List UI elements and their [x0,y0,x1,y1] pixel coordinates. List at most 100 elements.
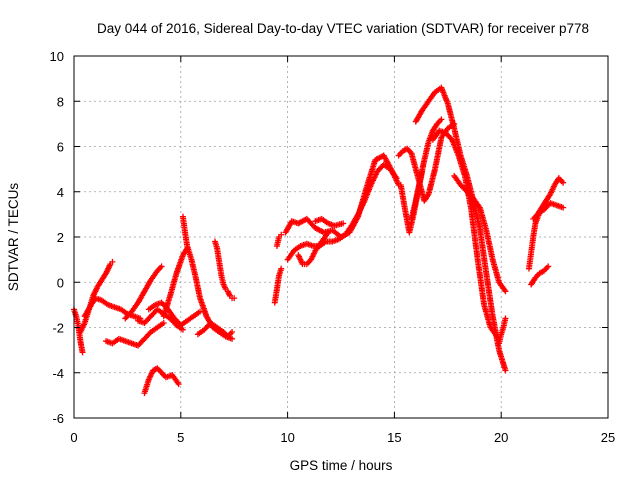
data-trace [435,117,443,126]
data-trace [214,247,222,264]
data-trace [167,271,180,298]
data-trace [388,167,399,180]
data-trace [422,192,431,203]
data-trace [155,366,164,375]
data-trace [296,253,305,266]
data-trace [529,276,538,287]
x-tick-label: 25 [601,430,615,445]
data-trace [538,268,546,276]
data-trace [458,183,469,194]
data-trace [272,287,280,304]
data-trace [149,269,160,282]
data-trace [443,131,454,142]
data-trace [531,212,540,221]
data-point [502,315,509,322]
data-trace [483,228,496,261]
data-trace [305,258,313,266]
data-trace [149,325,159,334]
data-trace [104,338,114,346]
data-point [560,179,567,186]
data-trace [166,307,177,320]
data-trace [147,303,157,312]
data-trace [164,372,174,380]
data-trace [401,146,409,154]
y-tick-label: -2 [52,321,64,336]
x-tick-label: 5 [177,430,184,445]
data-trace [555,202,565,210]
data-trace [103,262,113,275]
data-trace [88,296,98,307]
data-trace [432,136,445,171]
data-trace [305,217,318,230]
data-trace [488,326,499,338]
data-trace [430,129,442,142]
data-point [340,220,347,227]
data-trace [533,271,542,280]
data-trace [160,371,168,379]
data-trace [542,264,550,273]
data-trace [421,140,432,162]
data-trace [106,302,116,310]
data-trace [324,238,334,245]
data-trace [477,226,489,275]
data-point [229,329,236,336]
data-trace [123,338,134,346]
data-trace [468,208,481,261]
data-trace [437,128,448,136]
data-trace [477,206,489,232]
data-trace [146,369,156,381]
data-point [231,295,238,302]
data-trace [446,122,456,131]
data-point [545,263,552,270]
data-trace [542,201,552,212]
data-trace [193,276,203,300]
data-trace [465,190,476,201]
data-trace [364,158,378,189]
data-trace [113,304,123,312]
data-trace [313,225,326,235]
data-point [179,326,186,333]
data-trace [292,244,302,253]
data-trace [355,199,367,216]
data-trace [95,278,104,289]
data-trace [557,176,565,185]
data-point [325,229,332,236]
data-point [438,116,445,123]
data-trace [543,192,553,203]
data-trace [155,321,166,330]
data-trace [215,325,225,334]
data-trace [226,330,234,338]
data-trace [209,321,219,330]
data-trace [161,294,173,318]
data-trace [373,153,386,163]
y-tick-label: -6 [52,411,64,426]
data-trace [142,330,153,341]
data-trace [129,301,140,314]
data-point [278,231,285,238]
data-trace [136,318,146,326]
data-trace [535,205,544,216]
data-trace [405,147,414,155]
data-trace [192,309,202,319]
data-trace [349,212,361,228]
data-trace [319,231,331,243]
data-trace [78,321,87,334]
data-trace [320,217,330,226]
data-trace [94,295,104,303]
y-tick-label: -4 [52,366,64,381]
data-trace [539,199,549,210]
data-trace [548,200,559,208]
data-trace [299,241,309,249]
data-trace [548,183,557,196]
data-trace [216,260,225,277]
data-trace [151,366,159,373]
chart-title: Day 044 of 2016, Sidereal Day-to-day VTE… [97,21,589,36]
data-point [560,204,567,211]
data-trace [430,122,440,133]
data-trace [337,232,347,242]
data-trace [408,151,419,171]
data-trace [408,199,419,221]
x-axis-label: GPS time / hours [290,458,393,473]
data-trace [456,154,468,178]
